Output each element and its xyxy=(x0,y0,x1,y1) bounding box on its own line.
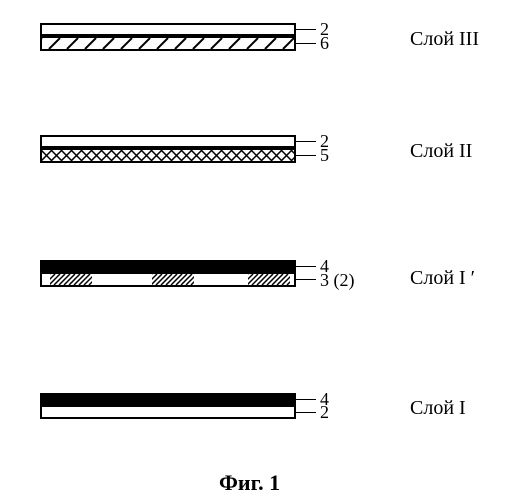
callout-number: 6 xyxy=(320,33,329,54)
group-label: Слой I ′ xyxy=(410,267,475,290)
layer-bar xyxy=(40,260,296,272)
leader-line xyxy=(296,155,316,156)
callout-number: 3 (2) xyxy=(320,270,355,291)
layer-bar xyxy=(40,36,296,51)
layer-bar xyxy=(40,272,296,287)
leader-line xyxy=(296,29,316,30)
group-label: Слой II xyxy=(410,140,472,163)
figure-caption: Фиг. 1 xyxy=(219,470,280,496)
layer-bar xyxy=(40,405,296,419)
hatched-segment xyxy=(248,274,290,285)
figure-canvas: Слой III26Слой II25Слой I ′43 (2)Слой I4… xyxy=(0,0,527,500)
leader-line xyxy=(296,141,316,142)
leader-line xyxy=(296,399,316,400)
layer-bar xyxy=(40,148,296,163)
leader-line xyxy=(296,279,316,280)
group-label: Слой I xyxy=(410,397,466,420)
callout-number: 5 xyxy=(320,145,329,166)
layer-bar xyxy=(40,393,296,405)
layer-bar xyxy=(40,135,296,148)
hatched-segment xyxy=(50,274,92,285)
hatched-segment xyxy=(152,274,194,285)
layer-bar xyxy=(40,23,296,36)
leader-line xyxy=(296,266,316,267)
leader-line xyxy=(296,412,316,413)
leader-line xyxy=(296,43,316,44)
callout-number: 2 xyxy=(320,402,329,423)
group-label: Слой III xyxy=(410,28,479,51)
